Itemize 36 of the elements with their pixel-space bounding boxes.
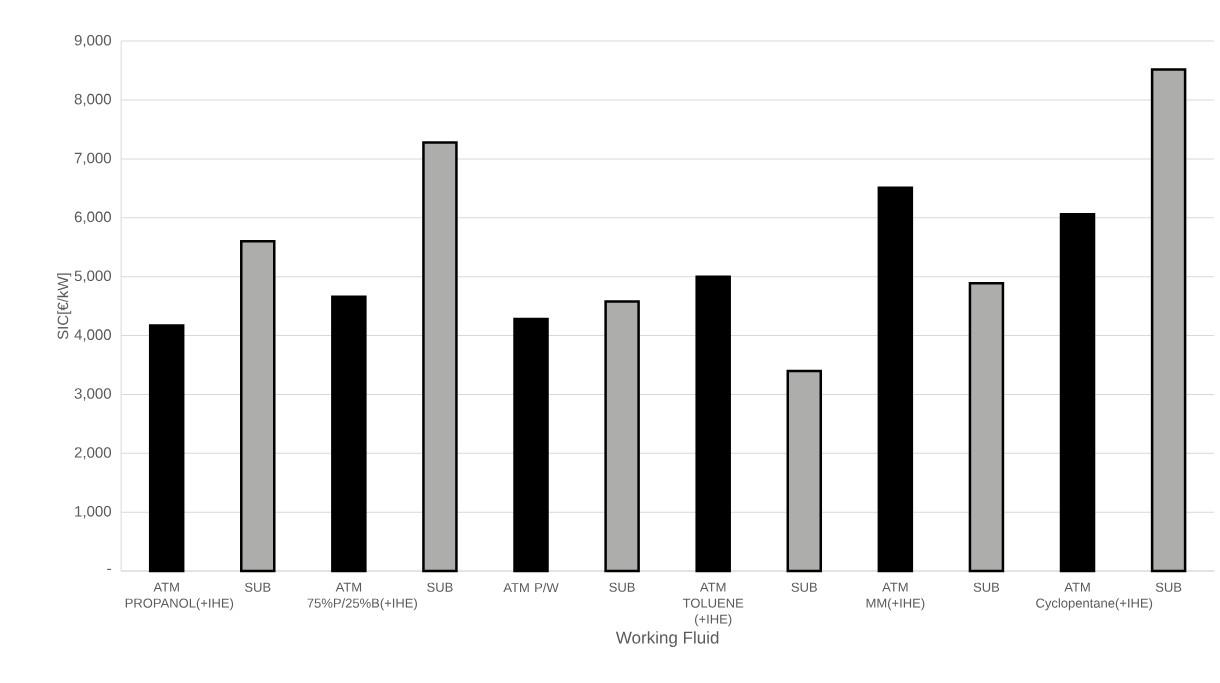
x-tick-label: ATM TOLUENE (+IHE) — [682, 582, 744, 627]
y-tick-label: 8,000 — [74, 93, 112, 107]
x-tick-label: ATM Cyclopentane(+IHE) — [1036, 582, 1153, 611]
y-tick-label: 6,000 — [74, 211, 112, 224]
y-tick-label: 7,000 — [74, 152, 112, 166]
x-tick-label: ATM MM(+IHE) — [866, 582, 925, 611]
bar — [1059, 213, 1096, 573]
bar — [968, 281, 1005, 573]
bar — [513, 317, 549, 573]
x-tick-label: ATM P/W — [503, 582, 559, 593]
bar — [240, 240, 276, 573]
bar — [331, 295, 367, 573]
bar — [695, 275, 731, 573]
x-tick-label: ATM 75%P/25%B(+IHE) — [307, 582, 417, 611]
y-axis-title: SIC[€/kW] — [57, 273, 72, 340]
x-tick-label: SUB — [1155, 582, 1182, 592]
bar — [1150, 68, 1187, 573]
bar — [604, 300, 640, 573]
y-tick-label: 3,000 — [74, 388, 112, 401]
x-tick-label: SUB — [427, 582, 453, 592]
bar — [422, 141, 458, 573]
y-tick-label: 2,000 — [74, 447, 112, 460]
y-tick-label: 5,000 — [74, 270, 112, 283]
bar — [148, 324, 185, 573]
y-tick-label: - — [107, 568, 111, 570]
y-tick-label: 4,000 — [74, 329, 112, 342]
y-tick-label: 9,000 — [74, 34, 112, 48]
y-tick-label: 1,000 — [75, 506, 112, 519]
x-tick-label: SUB — [609, 582, 635, 592]
bar — [786, 369, 823, 573]
x-tick-label: ATM PROPANOL(+IHE) — [125, 582, 234, 611]
bar — [877, 186, 914, 573]
x-tick-label: SUB — [245, 582, 271, 592]
x-tick-label: SUB — [973, 582, 1000, 592]
x-axis-title: Working Fluid — [615, 631, 719, 647]
x-tick-label: SUB — [791, 582, 817, 592]
